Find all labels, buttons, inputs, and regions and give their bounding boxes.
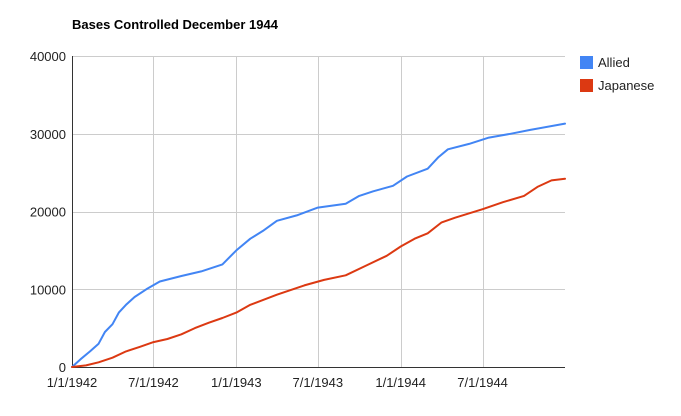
x-tick-label: 1/1/1944 [375,375,426,390]
y-tick-label: 0 [59,360,66,375]
x-tick-label: 1/1/1942 [47,375,98,390]
chart-title: Bases Controlled December 1944 [72,17,279,32]
legend-label: Allied [598,55,630,70]
y-tick-label: 20000 [30,205,66,220]
legend-label: Japanese [598,78,654,93]
series-line-japanese [71,177,566,368]
y-tick-label: 30000 [30,127,66,142]
y-axis-tick-labels: 0 10000 20000 30000 40000 [30,49,66,375]
x-tick-label: 7/1/1944 [457,375,508,390]
gridlines [72,56,565,368]
legend-swatch-allied [580,56,593,69]
x-axis-tick-labels: 1/1/1942 7/1/1942 1/1/1943 7/1/1943 1/1/1944… [47,375,508,390]
x-tick-label: 7/1/1942 [128,375,179,390]
series-lines [71,122,566,368]
y-tick-label: 40000 [30,49,66,64]
x-tick-label: 7/1/1943 [293,375,344,390]
legend: Allied Japanese [580,55,654,93]
x-tick-label: 1/1/1943 [211,375,262,390]
legend-swatch-japanese [580,79,593,92]
y-tick-label: 10000 [30,282,66,297]
series-line-allied [71,122,566,368]
